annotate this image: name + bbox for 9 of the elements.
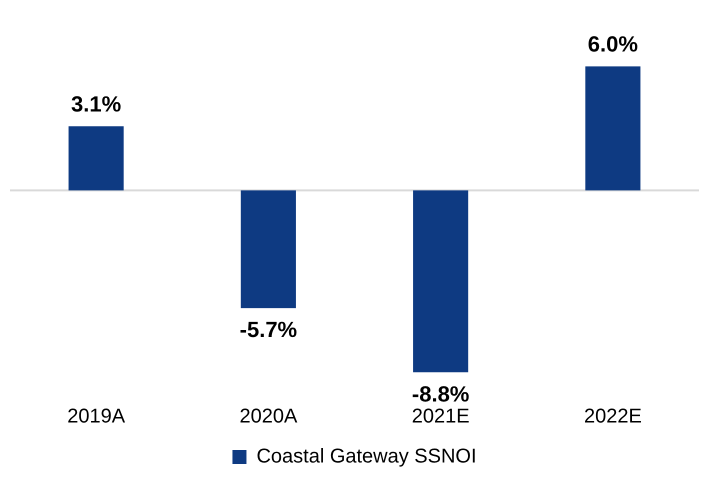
data-label: 6.0% [588,31,638,56]
x-tick-label: 2022E [584,406,642,428]
data-label: -5.7% [240,317,298,342]
x-tick-label: 2019A [67,406,126,428]
data-label: -8.8% [412,381,470,406]
x-tick-label: 2021E [412,406,470,428]
x-tick-label: 2020A [239,406,298,428]
legend-label: Coastal Gateway SSNOI [256,446,477,468]
data-label: 3.1% [71,91,122,116]
